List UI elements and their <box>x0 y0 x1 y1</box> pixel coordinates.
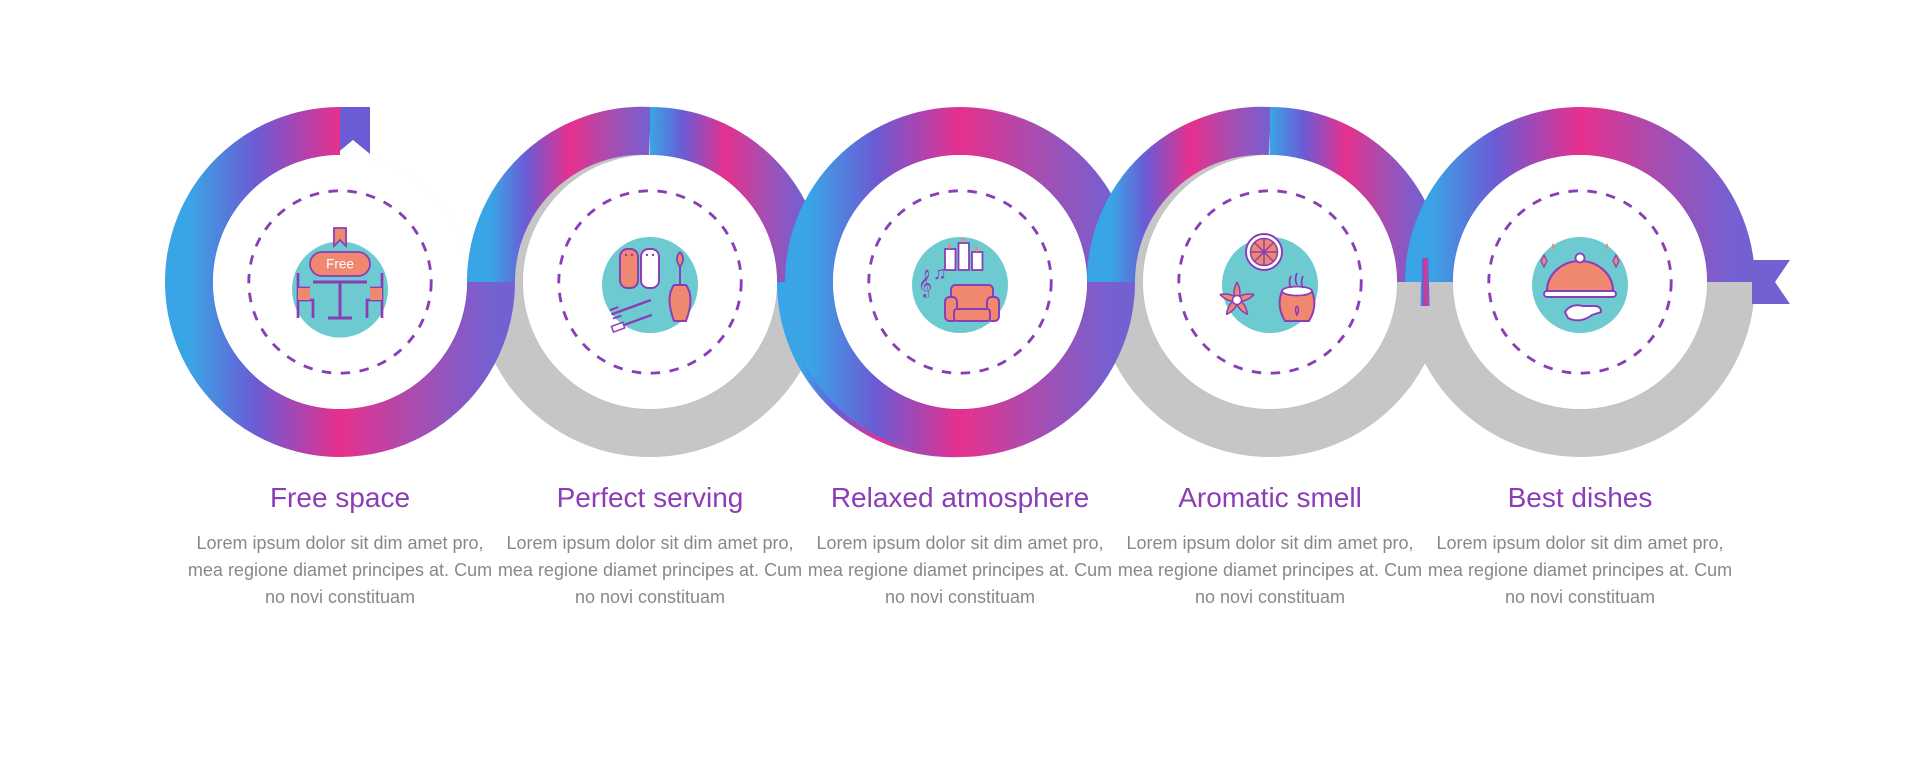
step-free-space: Free <box>165 107 515 457</box>
circles-row: Free <box>80 72 1840 492</box>
step-best-dishes <box>1405 107 1755 457</box>
step-perfect-serving <box>475 107 825 457</box>
desc-free-space: Lorem ipsum dolor sit dim amet pro, mea … <box>185 530 495 611</box>
label-free-space: Free space Lorem ipsum dolor sit dim ame… <box>165 482 515 611</box>
step-aromatic-smell <box>1095 107 1445 457</box>
label-aromatic-smell: Aromatic smell Lorem ipsum dolor sit dim… <box>1095 482 1445 611</box>
desc-perfect-serving: Lorem ipsum dolor sit dim amet pro, mea … <box>495 530 805 611</box>
step-relaxed-atmosphere: 𝄞 ♫ <box>785 107 1135 457</box>
desc-aromatic-smell: Lorem ipsum dolor sit dim amet pro, mea … <box>1115 530 1425 611</box>
desc-relaxed-atmosphere: Lorem ipsum dolor sit dim amet pro, mea … <box>805 530 1115 611</box>
label-relaxed-atmosphere: Relaxed atmosphere Lorem ipsum dolor sit… <box>785 482 1135 611</box>
five-step-infographic: Free <box>80 72 1840 712</box>
label-best-dishes: Best dishes Lorem ipsum dolor sit dim am… <box>1405 482 1755 611</box>
labels-row: Free space Lorem ipsum dolor sit dim ame… <box>80 482 1840 611</box>
desc-best-dishes: Lorem ipsum dolor sit dim amet pro, mea … <box>1425 530 1735 611</box>
label-perfect-serving: Perfect serving Lorem ipsum dolor sit di… <box>475 482 825 611</box>
